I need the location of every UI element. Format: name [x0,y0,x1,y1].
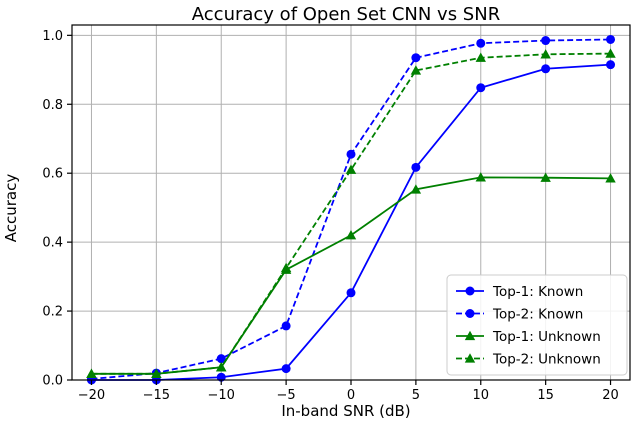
data-point [151,368,162,378]
legend-marker [464,330,476,341]
data-point [475,172,486,182]
data-point [606,34,616,44]
x-axis-label: In-band SNR (dB) [281,402,410,420]
series-layer [86,34,616,385]
legend-entry: Top-1: Unknown [456,329,601,345]
data-point [476,83,486,93]
y-tick-label: 0.0 [42,374,63,389]
data-point [605,48,616,58]
x-tick-label: 20 [602,388,619,403]
data-point [410,65,422,75]
y-axis: 0.0 0.2 0.4 0.6 0.8 1.0 [42,29,72,389]
data-point [346,149,356,159]
series-line [91,52,611,375]
legend-label: Top-2: Known [492,307,583,323]
legend-entry: Top-2: Known [456,307,583,323]
data-point [606,60,616,70]
data-point [410,184,422,194]
legend-label: Top-1: Known [492,284,583,300]
legend-entry: Top-2: Unknown [456,352,601,368]
data-point [476,38,486,48]
legend-marker [465,309,475,318]
legend-entry: Top-1: Known [456,284,583,300]
legend-box [446,274,628,376]
data-point [540,49,551,59]
data-point [411,53,421,63]
x-tick-label: −15 [143,388,170,403]
x-tick-label: 0 [347,388,355,403]
data-point [280,262,292,273]
data-point [346,288,356,298]
data-point [345,164,357,174]
data-point [86,368,97,378]
x-tick-label: −5 [277,388,296,403]
x-tick-label: −20 [78,388,105,403]
x-axis: −20 −15 −10 −5 0 5 10 15 20 [78,380,619,403]
data-point [281,321,291,331]
y-tick-label: 0.8 [42,98,63,113]
y-tick-label: 0.2 [42,305,63,320]
series-4 [86,48,616,378]
data-point [216,354,226,364]
data-point [345,230,357,240]
y-tick-label: 1.0 [42,29,63,44]
y-axis-label: Accuracy [2,174,20,243]
x-tick-label: 5 [412,388,420,403]
data-point [281,364,291,374]
legend-label: Top-2: Unknown [492,352,601,368]
data-point [541,36,551,46]
data-point [475,52,486,62]
legend-marker [464,353,476,363]
data-point [216,362,227,372]
x-tick-label: −10 [208,388,235,403]
data-point [541,64,551,74]
legend: Top-1: Known Top-2: Known Top-1: Unknown To… [446,274,628,376]
data-point [605,173,616,183]
x-tick-label: 15 [537,388,554,403]
chart-title: Accuracy of Open Set CNN vs SNR [192,4,500,25]
legend-marker [465,286,475,296]
data-point [540,172,551,182]
y-tick-label: 0.4 [42,236,63,251]
data-point [411,162,421,172]
y-tick-label: 0.6 [42,167,63,182]
x-tick-label: 10 [472,388,489,403]
legend-label: Top-1: Unknown [492,329,601,345]
